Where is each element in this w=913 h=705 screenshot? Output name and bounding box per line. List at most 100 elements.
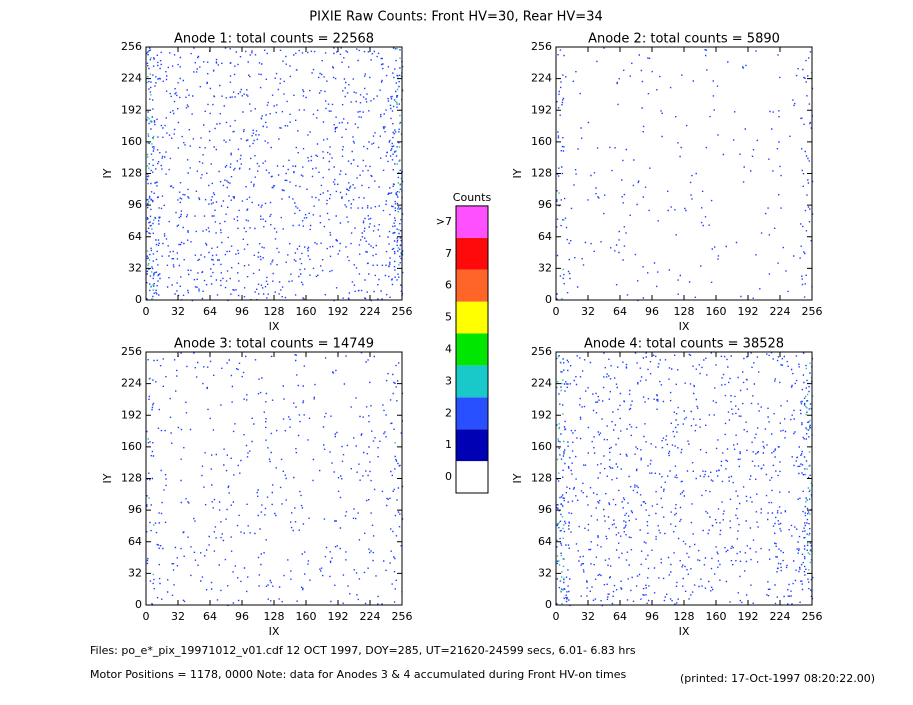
x-tick-label: 192: [738, 305, 759, 318]
x-axis-label: IX: [269, 625, 280, 638]
y-tick-label: 0: [545, 293, 552, 306]
y-tick-label: 160: [121, 135, 142, 148]
colorbar-label: 7: [445, 247, 452, 260]
panel-title: Anode 3: total counts = 14749: [174, 337, 374, 352]
x-tick-label: 128: [264, 610, 285, 623]
plot-frame: [145, 46, 403, 301]
y-tick-label: 96: [128, 198, 142, 211]
x-tick-label: 256: [392, 610, 413, 623]
panel-title: Anode 1: total counts = 22568: [174, 32, 374, 47]
y-tick-label: 128: [531, 472, 552, 485]
y-tick-label: 224: [531, 72, 552, 85]
footer-motor: Motor Positions = 1178, 0000 Note: data …: [90, 668, 626, 681]
y-tick-label: 128: [531, 167, 552, 180]
y-axis-label: IY: [101, 473, 114, 483]
x-tick-label: 96: [235, 305, 249, 318]
x-tick-label: 224: [770, 305, 791, 318]
colorbar-label: 4: [445, 342, 452, 355]
x-tick-label: 64: [613, 610, 627, 623]
panel-title: Anode 4: total counts = 38528: [584, 337, 784, 352]
x-tick-label: 0: [143, 305, 150, 318]
x-axis-label: IX: [269, 320, 280, 333]
colorbar-swatch: [456, 205, 488, 238]
y-tick-label: 160: [531, 440, 552, 453]
y-tick-label: 32: [128, 261, 142, 274]
x-tick-label: 224: [770, 610, 791, 623]
y-tick-label: 192: [121, 103, 142, 116]
x-tick-label: 0: [143, 610, 150, 623]
x-tick-label: 32: [581, 610, 595, 623]
colorbar-label: 5: [445, 311, 452, 324]
y-tick-label: 224: [531, 377, 552, 390]
y-tick-label: 160: [531, 135, 552, 148]
pixel-map-texture-hot: [558, 72, 813, 300]
y-tick-label: 64: [538, 535, 552, 548]
y-tick-label: 128: [121, 167, 142, 180]
x-tick-label: 160: [296, 305, 317, 318]
colorbar-title: Counts: [453, 191, 492, 204]
x-tick-label: 160: [296, 610, 317, 623]
x-tick-label: 192: [738, 610, 759, 623]
x-tick-label: 32: [171, 305, 185, 318]
colorbar-label: 3: [445, 374, 452, 387]
colorbar-swatch: [456, 365, 488, 398]
y-tick-label: 32: [128, 566, 142, 579]
colorbar-swatch: [456, 301, 488, 334]
y-tick-label: 0: [135, 598, 142, 611]
y-tick-label: 32: [538, 566, 552, 579]
x-tick-label: 160: [706, 610, 727, 623]
x-tick-label: 224: [360, 305, 381, 318]
x-tick-label: 0: [553, 305, 560, 318]
y-tick-label: 64: [128, 535, 142, 548]
y-tick-label: 64: [538, 230, 552, 243]
colorbar-swatch: [456, 333, 488, 366]
y-tick-label: 32: [538, 261, 552, 274]
pixel-map-texture-hot: [147, 377, 403, 593]
y-tick-label: 0: [135, 293, 142, 306]
y-tick-label: 192: [121, 408, 142, 421]
pixel-map-texture: [556, 47, 814, 302]
x-tick-label: 0: [553, 610, 560, 623]
y-tick-label: 96: [538, 503, 552, 516]
x-tick-label: 96: [645, 305, 659, 318]
y-tick-label: 224: [121, 72, 142, 85]
x-tick-label: 128: [674, 610, 695, 623]
colorbar-label: 1: [445, 438, 452, 451]
y-tick-label: 256: [531, 345, 552, 358]
x-tick-label: 32: [171, 610, 185, 623]
panel-title: Anode 2: total counts = 5890: [588, 32, 780, 47]
x-tick-label: 96: [235, 610, 249, 623]
x-tick-label: 256: [392, 305, 413, 318]
colorbar-swatch: [456, 237, 488, 270]
x-tick-label: 128: [264, 305, 285, 318]
colorbar-label: 6: [445, 279, 452, 292]
plot-frame: [555, 351, 813, 606]
y-tick-label: 224: [121, 377, 142, 390]
y-tick-label: 256: [121, 345, 142, 358]
footer-printed: (printed: 17-Oct-1997 08:20:22.00): [680, 672, 875, 685]
y-tick-label: 192: [531, 103, 552, 116]
x-tick-label: 96: [645, 610, 659, 623]
y-axis-label: IY: [511, 168, 524, 178]
y-tick-label: 256: [121, 40, 142, 53]
chart-title: PIXIE Raw Counts: Front HV=30, Rear HV=3…: [309, 10, 603, 25]
x-tick-label: 192: [328, 610, 349, 623]
y-tick-label: 160: [121, 440, 142, 453]
footer-files: Files: po_e*_pix_19971012_v01.cdf 12 OCT…: [90, 644, 636, 657]
x-tick-label: 224: [360, 610, 381, 623]
pixel-map-texture: [146, 47, 404, 302]
x-axis-label: IX: [679, 625, 690, 638]
x-tick-label: 256: [802, 610, 823, 623]
colorbar-swatch: [456, 269, 488, 302]
pixel-map-texture: [146, 352, 404, 607]
colorbar-swatch: [456, 429, 488, 462]
pixel-map-texture-hot: [146, 48, 404, 300]
colorbar-frame: [455, 205, 489, 494]
y-tick-label: 128: [121, 472, 142, 485]
y-tick-label: 96: [538, 198, 552, 211]
colorbar-label: >7: [436, 215, 452, 228]
x-tick-label: 64: [203, 305, 217, 318]
colorbar-swatch: [456, 397, 488, 430]
x-tick-label: 160: [706, 305, 727, 318]
